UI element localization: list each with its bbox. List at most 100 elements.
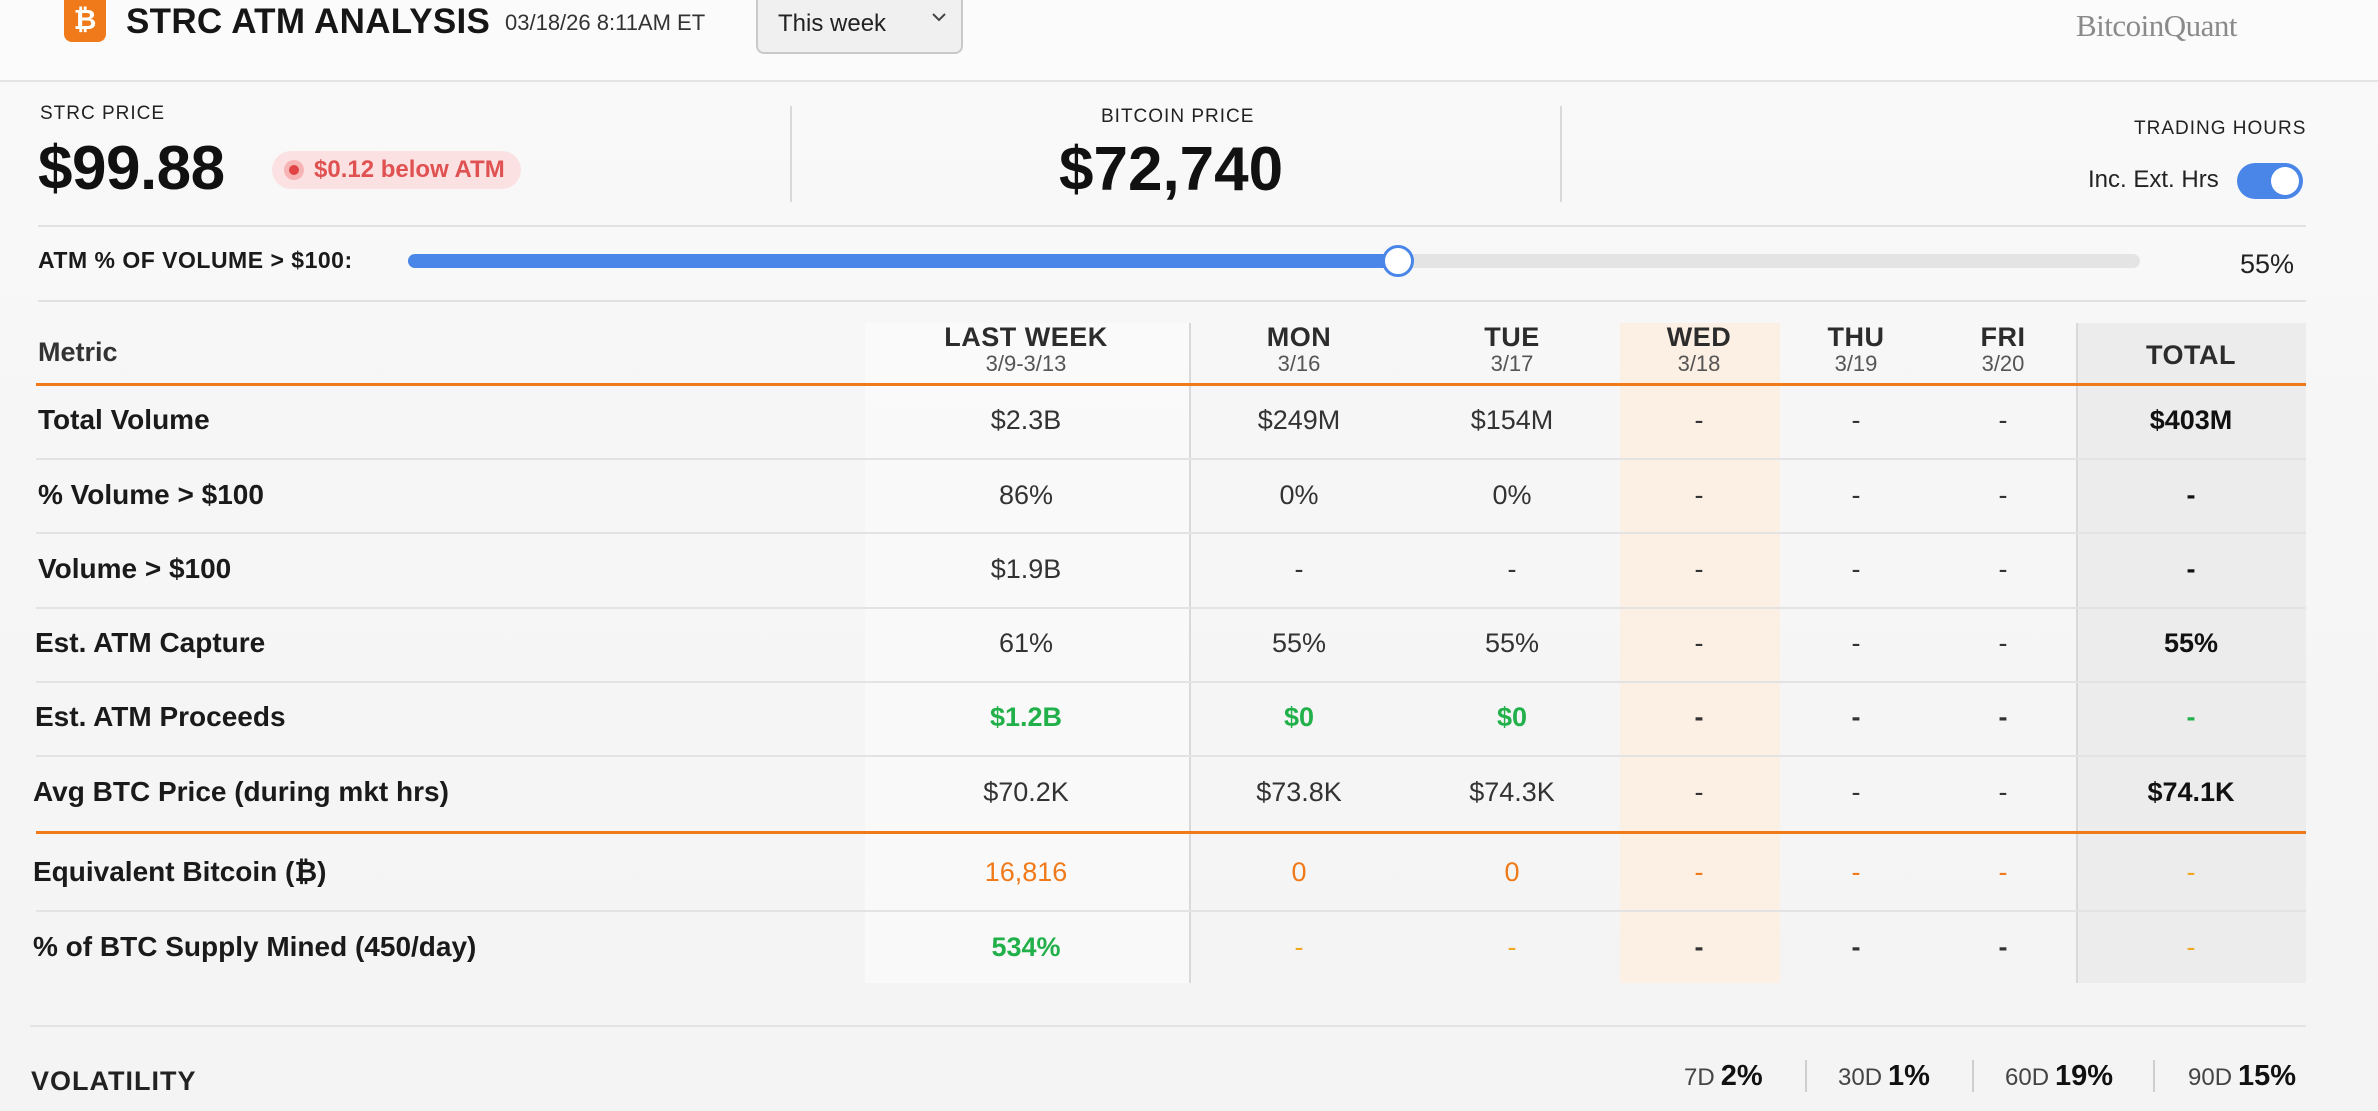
table-cell: -	[1694, 857, 1704, 887]
divider	[790, 106, 792, 202]
column-header-title: LAST WEEK	[944, 322, 1108, 352]
table-cell: -	[1851, 405, 1861, 435]
column-header-date: 3/18	[1677, 351, 1721, 376]
column-divider	[2076, 323, 2078, 983]
column-header-date: 3/20	[1981, 351, 2025, 376]
table-cell: -	[2186, 702, 2196, 732]
table-cell: -	[2186, 857, 2196, 887]
row-label: Est. ATM Proceeds	[35, 701, 286, 732]
volatility-item: 30D 1%	[1838, 1060, 1930, 1093]
range-select-value: This week	[778, 10, 887, 37]
brand-logo[interactable]: BitcoinQuant	[2076, 8, 2238, 43]
range-select[interactable]: This week	[756, 0, 963, 54]
table-cell: 0	[1504, 857, 1520, 887]
table-cell: 0%	[1279, 480, 1319, 510]
table-cell: $0	[1496, 702, 1528, 732]
column-header: MON 3/16	[1189, 322, 1409, 376]
last-week-column-bg	[865, 323, 1190, 983]
volatility-value: 19%	[2055, 1060, 2114, 1092]
column-header-title: WED	[1666, 322, 1732, 352]
row-label: Volume > $100	[38, 553, 232, 584]
volatility-item: 60D 19%	[2005, 1060, 2113, 1093]
column-header: FRI 3/20	[1893, 322, 2113, 376]
table-cell: 86%	[998, 480, 1054, 510]
row-divider	[36, 755, 2306, 757]
table-cell: $1.2B	[989, 702, 1063, 732]
table-cell: 0%	[1492, 480, 1532, 510]
strc-price-label: STRC PRICE	[40, 103, 166, 124]
volatility-divider	[2153, 1060, 2155, 1092]
atm-volume-slider[interactable]	[408, 245, 2140, 277]
table-cell: -	[1998, 480, 2008, 510]
column-header: THU 3/19	[1746, 322, 1966, 376]
table-cell: -	[1998, 405, 2008, 435]
table-cell: -	[1851, 702, 1861, 732]
table-cell: $74.1K	[2147, 777, 2235, 807]
row-divider	[36, 458, 2306, 460]
table-cell: -	[1851, 777, 1861, 807]
table-cell: -	[1998, 702, 2008, 732]
volatility-divider	[1972, 1060, 1974, 1092]
divider	[38, 300, 2306, 302]
column-header-date: 3/19	[1834, 351, 1878, 376]
row-label: Total Volume	[38, 404, 210, 435]
row-divider	[36, 681, 2306, 683]
table-cell: -	[1998, 857, 2008, 887]
table-cell: -	[1694, 554, 1704, 584]
volatility-period: 30D	[1838, 1064, 1883, 1091]
column-header-date: 3/17	[1490, 351, 1534, 376]
row-label: % Volume > $100	[38, 479, 264, 510]
column-header: WED 3/18	[1589, 322, 1809, 376]
column-header-title: FRI	[1980, 322, 2026, 352]
header-underline	[36, 383, 2306, 386]
ext-hours-toggle[interactable]	[2237, 163, 2303, 199]
metric-column-header: Metric	[38, 337, 118, 367]
column-header: TUE 3/17	[1402, 322, 1622, 376]
app-title: STRC ATM ANALYSIS	[126, 2, 491, 41]
volatility-period: 60D	[2005, 1064, 2050, 1091]
chevron-down-icon	[932, 13, 946, 22]
table-cell: -	[1694, 777, 1704, 807]
volatility-value: 15%	[2238, 1060, 2297, 1092]
table-cell: -	[1998, 777, 2008, 807]
table-cell: $403M	[2149, 405, 2233, 435]
column-header: LAST WEEK 3/9-3/13	[916, 322, 1136, 376]
table-cell: $74.3K	[1469, 777, 1555, 807]
volatility-divider	[1805, 1060, 1807, 1092]
atm-status-text: $0.12 below ATM	[314, 156, 505, 183]
table-cell: -	[1694, 405, 1704, 435]
volatility-item: 7D 2%	[1684, 1060, 1763, 1093]
app-header: ₿ STRC ATM ANALYSIS 03/18/26 8:11AM ET T…	[0, 0, 2378, 82]
table-cell: $2.3B	[990, 405, 1062, 435]
table-cell: 0	[1291, 857, 1307, 887]
row-label: Avg BTC Price (during mkt hrs)	[33, 776, 449, 807]
table-cell: -	[1694, 932, 1704, 962]
volatility-period: 90D	[2188, 1064, 2233, 1091]
ext-hours-label: Inc. Ext. Hrs	[2088, 166, 2219, 193]
volatility-value: 2%	[1720, 1060, 1763, 1092]
column-header-date: 3/9-3/13	[985, 351, 1067, 376]
row-label: Equivalent Bitcoin (₿)	[33, 856, 327, 887]
volatility-title: VOLATILITY	[31, 1066, 197, 1096]
column-header-title: THU	[1827, 322, 1885, 352]
table-cell: 16,816	[984, 857, 1068, 887]
table-cell: 534%	[991, 932, 1061, 962]
table-cell: 55%	[1271, 628, 1327, 658]
column-header-title: TOTAL	[2146, 340, 2236, 370]
row-divider	[36, 532, 2306, 534]
slider-thumb[interactable]	[1382, 245, 1414, 277]
table-cell: -	[1851, 554, 1861, 584]
slider-value: 55%	[2240, 249, 2295, 279]
table-cell: -	[2186, 480, 2196, 510]
table-cell: -	[1507, 554, 1517, 584]
table-cell: $154M	[1470, 405, 1554, 435]
column-divider	[1189, 323, 1191, 983]
today-column-highlight	[1620, 323, 1780, 983]
table-cell: -	[1851, 628, 1861, 658]
column-header: TOTAL	[2081, 340, 2301, 370]
table-cell: $1.9B	[990, 554, 1062, 584]
bitcoin-logo-icon: ₿	[64, 0, 106, 42]
table-cell: -	[1507, 932, 1517, 962]
status-dot-icon	[284, 160, 304, 180]
total-column-bg	[2077, 323, 2306, 983]
